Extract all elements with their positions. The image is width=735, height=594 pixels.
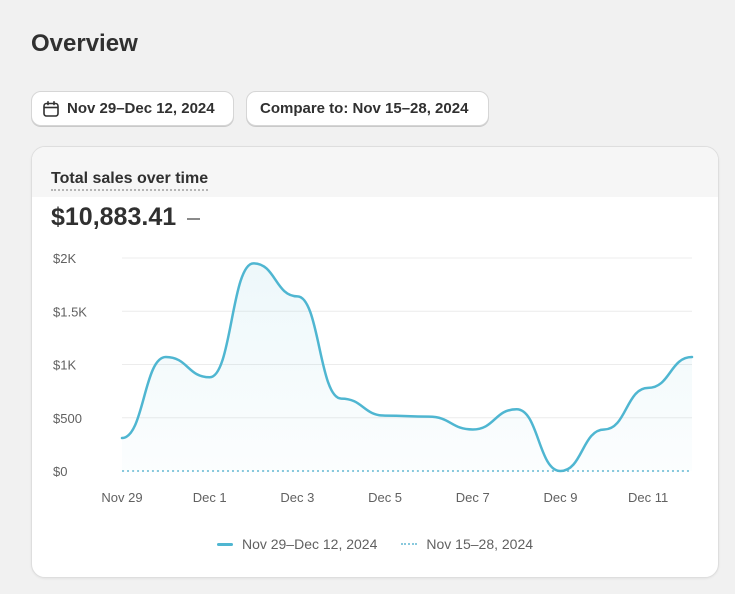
data-point[interactable] [686, 351, 698, 363]
legend-label-previous: Nov 15–28, 2024 [426, 536, 534, 552]
data-point[interactable] [467, 423, 479, 435]
compare-button[interactable]: Compare to: Nov 15–28, 2024 [246, 91, 489, 126]
data-point[interactable] [116, 432, 128, 444]
series-line-current [120, 262, 694, 473]
data-point[interactable] [379, 410, 391, 422]
date-range-label: Nov 29–Dec 12, 2024 [67, 100, 215, 117]
data-point[interactable] [511, 403, 523, 415]
legend-swatch-current [216, 542, 233, 546]
x-tick-label: Dec 1 [193, 490, 227, 505]
x-tick-label: Dec 11 [628, 490, 668, 505]
x-tick-label: Dec 5 [368, 490, 402, 505]
x-tick-label: Dec 3 [280, 490, 314, 505]
data-point[interactable] [554, 465, 566, 477]
total-change-indicator [187, 217, 201, 220]
series-area-current [122, 263, 692, 471]
total-sales-value: $10,883.41 [51, 203, 177, 231]
card-title[interactable]: Total sales over time [51, 170, 209, 191]
data-point[interactable] [335, 393, 347, 405]
data-point[interactable] [160, 351, 172, 363]
total-row: $10,883.41 [51, 203, 201, 232]
data-point[interactable] [291, 290, 303, 302]
compare-label: Compare to: Nov 15–28, 2024 [260, 100, 469, 117]
x-tick-label: Nov 29 [101, 490, 142, 505]
y-tick-label: $1K [53, 358, 76, 373]
y-tick-label: $1.5K [53, 304, 87, 319]
y-tick-label: $2K [53, 251, 76, 266]
legend-item-current[interactable]: Nov 29–Dec 12, 2024 [216, 536, 378, 552]
data-point[interactable] [598, 423, 610, 435]
legend-label-current: Nov 29–Dec 12, 2024 [241, 536, 378, 552]
calendar-icon [42, 100, 60, 118]
x-tick-label: Dec 9 [543, 490, 577, 505]
sales-line-chart[interactable]: $0 $500 $1K $1.5K $2K Nov 29 Dec 1 Dec 3 Dec 5 D… [32, 147, 719, 527]
x-tick-label: Dec 7 [456, 490, 490, 505]
data-point[interactable] [642, 382, 654, 394]
y-tick-label: $0 [53, 464, 67, 479]
data-point[interactable] [423, 411, 435, 423]
y-tick-label: $500 [53, 411, 82, 426]
data-point[interactable] [248, 257, 260, 269]
legend-swatch-previous [401, 543, 418, 545]
page-title: Overview [31, 30, 138, 57]
date-range-button[interactable]: Nov 29–Dec 12, 2024 [31, 91, 234, 126]
card-header [32, 147, 718, 197]
data-point[interactable] [204, 371, 216, 383]
chart-legend: Nov 29–Dec 12, 2024 Nov 15–28, 2024 [32, 536, 718, 552]
legend-item-previous[interactable]: Nov 15–28, 2024 [401, 536, 533, 552]
sales-chart-card: Total sales over time $10,883.41 $0 $500 $… [31, 146, 719, 578]
